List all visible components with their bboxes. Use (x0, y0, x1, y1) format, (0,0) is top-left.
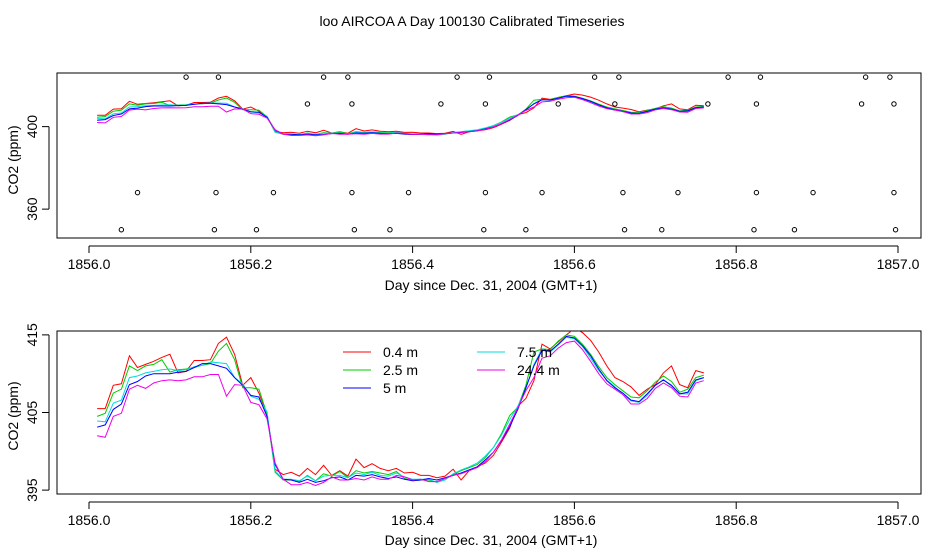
scatter-point (320, 74, 327, 80)
scatter-point (183, 74, 189, 80)
top-y-tick-label: 360 (24, 197, 40, 221)
scatter-point (862, 74, 869, 80)
bottom-series-line-24-4-m (97, 340, 704, 487)
bottom-x-tick-label: 1856.4 (391, 512, 434, 528)
scatter-point (345, 74, 351, 80)
legend-label: 2.5 m (383, 362, 418, 378)
scatter-point (482, 189, 489, 196)
scatter-point (523, 227, 529, 233)
scatter-point (892, 227, 899, 233)
bottom-x-tick-label: 1856.6 (553, 512, 596, 528)
scatter-point (791, 227, 798, 233)
scatter-point (887, 74, 893, 80)
top-series-line-7-5-m (97, 95, 704, 136)
scatter-point (454, 74, 460, 80)
scatter-point (616, 74, 622, 80)
top-x-axis-label: Day since Dec. 31, 2004 (GMT+1) (385, 277, 598, 293)
scatter-point (270, 189, 277, 196)
top-x-tick-label: 1857.0 (877, 256, 920, 272)
top-series-lines (97, 93, 704, 137)
scatter-point (486, 74, 493, 80)
top-y-axis-label: CO2 (ppm) (5, 125, 21, 194)
scatter-point (891, 101, 897, 107)
scatter-point (810, 189, 816, 196)
top-series-line-0-4-m (97, 93, 704, 135)
scatter-point (405, 189, 412, 196)
top-series-line-2-5-m (97, 95, 704, 136)
bottom-x-tick-label: 1856.8 (715, 512, 758, 528)
scatter-point (539, 189, 545, 196)
legend: 0.4 m 2.5 m 5 m 7.5 m 24.4 m (343, 344, 560, 396)
scatter-point (620, 189, 626, 196)
scatter-point (211, 227, 218, 233)
scatter-point (675, 189, 681, 196)
scatter-point (705, 101, 711, 107)
scatter-point (751, 227, 757, 233)
scatter-point (304, 101, 311, 107)
scatter-point (757, 74, 764, 80)
top-x-tick-label: 1856.2 (229, 256, 272, 272)
scatter-point (387, 227, 393, 233)
scatter-point (753, 189, 760, 196)
scatter-point (621, 227, 628, 233)
scatter-point (725, 74, 731, 80)
top-series-line-5-m (97, 95, 704, 136)
top-y-axis: 360 400 (24, 115, 50, 221)
legend-label: 5 m (383, 380, 406, 396)
bottom-series-lines (96, 331, 704, 487)
bottom-x-axis-label: Day since Dec. 31, 2004 (GMT+1) (385, 532, 598, 548)
top-x-tick-label: 1856.8 (715, 256, 758, 272)
bottom-y-axis-label: CO2 (ppm) (5, 381, 21, 450)
scatter-point (253, 227, 260, 233)
bottom-y-tick-label: 405 (24, 401, 40, 425)
bottom-series-line-5-m (96, 335, 704, 483)
scatter-point (858, 101, 865, 107)
scatter-point (134, 189, 141, 196)
top-scatter-points (118, 74, 899, 233)
scatter-point (438, 101, 444, 107)
legend-label: 7.5 m (517, 344, 552, 360)
bottom-x-tick-label: 1856.0 (68, 512, 111, 528)
bottom-y-axis: 395 405 415 (24, 323, 50, 502)
scatter-point (659, 227, 665, 233)
scatter-point (349, 101, 355, 107)
top-x-axis: 1856.0 1856.2 1856.4 1856.6 1856.8 1857.0 (68, 245, 920, 272)
chart-title: loo AIRCOA A Day 100130 Calibrated Times… (319, 13, 624, 29)
scatter-point (891, 189, 897, 196)
scatter-point (482, 101, 489, 107)
scatter-point (118, 227, 125, 233)
top-panel: 1856.0 1856.2 1856.4 1856.6 1856.8 1857.0 360… (5, 72, 922, 293)
scatter-point (591, 74, 598, 80)
scatter-point (481, 227, 487, 233)
bottom-y-tick-label: 395 (24, 478, 40, 502)
scatter-point (753, 101, 760, 107)
bottom-series-line-0-4-m (97, 331, 704, 481)
scatter-point (612, 101, 618, 107)
scatter-point (555, 101, 561, 107)
legend-label: 24.4 m (517, 362, 560, 378)
scatter-point (213, 189, 219, 196)
bottom-panel: 1856.0 1856.2 1856.4 1856.6 1856.8 1857.0 395… (5, 323, 922, 548)
bottom-y-tick-label: 415 (24, 323, 40, 347)
top-plot-frame (56, 72, 922, 239)
scatter-point (215, 74, 222, 80)
top-x-tick-label: 1856.4 (391, 256, 434, 272)
top-series-line-24-4-m (97, 96, 704, 137)
bottom-x-tick-label: 1856.2 (229, 512, 272, 528)
top-x-tick-label: 1856.6 (553, 256, 596, 272)
bottom-x-tick-label: 1857.0 (877, 512, 920, 528)
bottom-plot-frame (56, 330, 922, 495)
top-y-tick-label: 400 (24, 115, 40, 139)
bottom-x-axis: 1856.0 1856.2 1856.4 1856.6 1856.8 1857.0 (68, 501, 920, 528)
scatter-point (349, 189, 355, 196)
scatter-point (351, 227, 358, 233)
top-x-tick-label: 1856.0 (68, 256, 111, 272)
legend-label: 0.4 m (383, 344, 418, 360)
